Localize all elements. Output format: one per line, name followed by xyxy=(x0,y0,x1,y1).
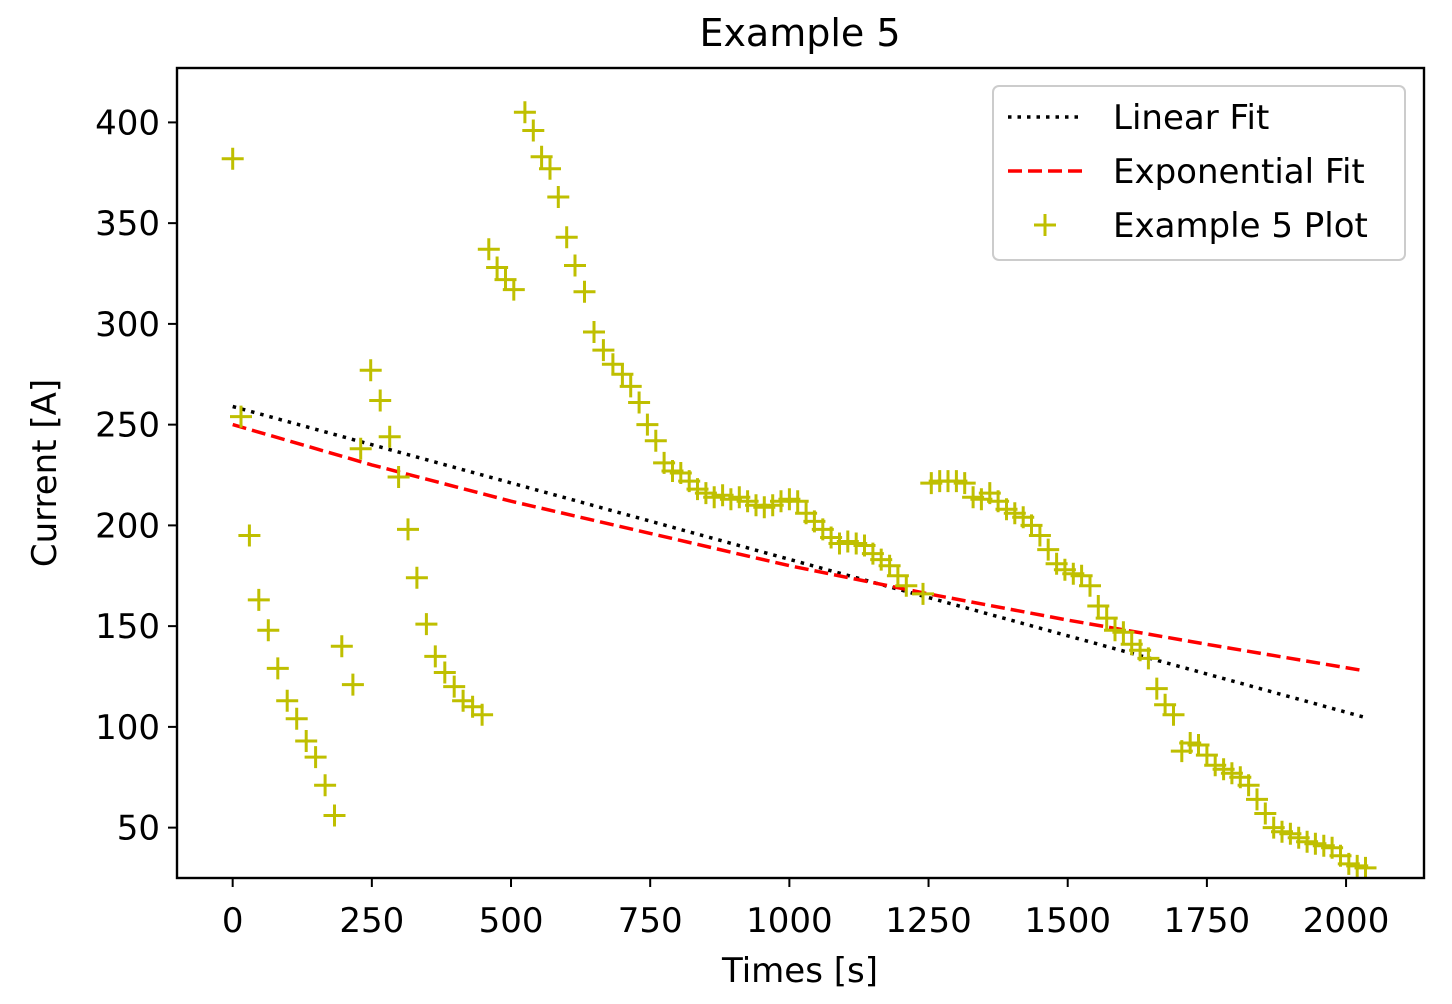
data-point xyxy=(1087,595,1110,617)
legend-frame xyxy=(992,85,1406,261)
legend-example-5-plot-marker xyxy=(1034,214,1056,236)
data-point xyxy=(247,588,270,611)
linear-fit-line xyxy=(232,404,1364,719)
x-axis-label: Times [s] xyxy=(721,951,878,991)
data-point xyxy=(369,389,392,412)
legend: Linear Fit Exponential Fit Example 5 Plo… xyxy=(992,85,1406,261)
data-point xyxy=(573,280,596,303)
data-point xyxy=(912,582,934,605)
x-tick-label: 1250 xyxy=(885,901,972,941)
data-point xyxy=(257,619,280,642)
data-point xyxy=(387,466,410,488)
data-point xyxy=(1354,856,1377,879)
data-point xyxy=(314,774,337,797)
data-point xyxy=(786,490,809,513)
data-point xyxy=(1095,607,1118,630)
x-tick-label: 500 xyxy=(479,901,544,941)
data-point xyxy=(1112,621,1135,644)
data-point xyxy=(397,518,419,541)
y-tick-label: 150 xyxy=(95,607,160,647)
data-point xyxy=(477,238,500,261)
data-point xyxy=(636,413,659,436)
x-tick-label: 1000 xyxy=(746,901,833,941)
data-point xyxy=(230,405,252,428)
data-point xyxy=(583,321,605,343)
data-point xyxy=(1037,538,1060,561)
data-point xyxy=(601,353,624,376)
data-point xyxy=(1079,574,1101,597)
data-point xyxy=(486,256,509,279)
x-tick-label: 1500 xyxy=(1024,901,1111,941)
data-point xyxy=(628,391,651,414)
data-point xyxy=(502,278,525,301)
legend-label-example-5-plot: Example 5 Plot xyxy=(1113,206,1368,246)
data-point xyxy=(443,675,466,698)
data-point xyxy=(1137,647,1160,670)
data-point xyxy=(295,730,318,752)
data-point xyxy=(619,375,642,398)
chart-marks xyxy=(221,101,1377,879)
data-point xyxy=(1028,524,1051,547)
data-point xyxy=(471,703,494,726)
data-point xyxy=(895,574,918,597)
data-point xyxy=(221,147,244,170)
data-point xyxy=(349,437,372,460)
data-point xyxy=(304,746,327,769)
x-tick-label: 2000 xyxy=(1303,901,1390,941)
legend-label-linear-fit: Linear Fit xyxy=(1113,98,1269,138)
y-tick-label: 300 xyxy=(95,305,160,345)
x-tick-label: 250 xyxy=(339,901,404,941)
data-point xyxy=(1237,774,1260,797)
data-point xyxy=(238,524,261,547)
y-axis: 50 100 150 200 250 300 350 400 xyxy=(95,103,177,849)
y-tick-label: 400 xyxy=(95,103,160,143)
data-point xyxy=(424,645,447,668)
chart-title: Example 5 xyxy=(699,11,900,55)
plot-area-frame xyxy=(175,66,1426,880)
data-point xyxy=(513,101,536,124)
data-point xyxy=(276,689,299,712)
data-point xyxy=(611,363,634,386)
y-tick-label: 50 xyxy=(117,809,160,849)
data-point xyxy=(522,119,545,142)
data-point xyxy=(330,635,353,658)
data-point xyxy=(539,157,561,180)
data-point xyxy=(1162,703,1185,726)
x-tick-label: 0 xyxy=(222,901,244,941)
data-point xyxy=(1254,802,1277,825)
data-point xyxy=(555,226,578,249)
data-point xyxy=(323,804,346,827)
y-axis-label: Current [A] xyxy=(25,379,65,567)
x-tick-label: 750 xyxy=(618,901,683,941)
data-point xyxy=(433,661,456,684)
data-point xyxy=(953,472,976,495)
y-tick-label: 250 xyxy=(95,406,160,446)
data-point xyxy=(592,339,615,362)
data-point xyxy=(530,145,553,168)
legend-label-exponential-fit: Exponential Fit xyxy=(1113,152,1365,192)
data-point xyxy=(1246,788,1268,811)
y-tick-label: 200 xyxy=(95,506,160,546)
data-point xyxy=(405,566,428,589)
data-point xyxy=(564,254,586,277)
x-tick-label: 1750 xyxy=(1164,901,1251,941)
data-point xyxy=(644,429,667,452)
data-point xyxy=(378,425,401,448)
data-point xyxy=(1145,677,1168,700)
x-axis: 0 250 500 750 1000 1250 1500 1750 2000 xyxy=(222,878,1389,941)
y-tick-label: 100 xyxy=(95,708,160,748)
exponential-fit-line xyxy=(232,422,1364,673)
data-point xyxy=(341,673,364,696)
data-point xyxy=(547,186,570,208)
data-point xyxy=(415,613,438,636)
y-tick-label: 350 xyxy=(95,204,160,244)
data-point xyxy=(266,657,289,680)
data-point xyxy=(285,707,308,730)
data-point xyxy=(359,359,382,382)
